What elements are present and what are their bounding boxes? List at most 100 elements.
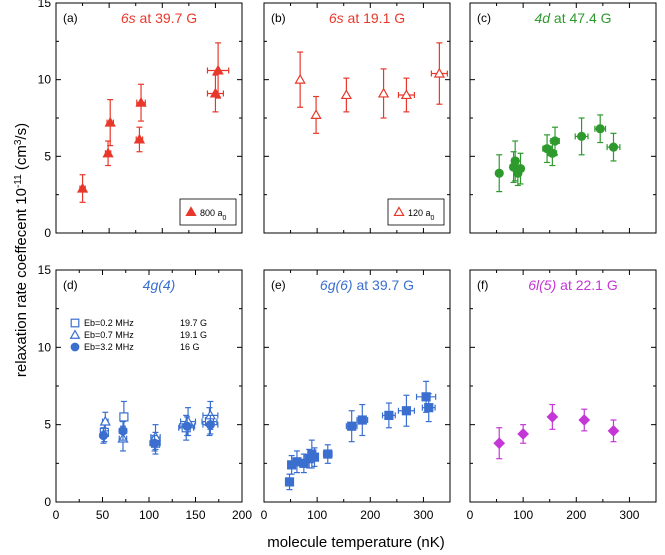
- data-point: [494, 168, 504, 178]
- y-tick-label: 0: [44, 495, 51, 509]
- legend-label-text: 120 a: [408, 208, 431, 218]
- panel-title-field: at 39.7 G: [136, 10, 197, 26]
- data-point: [340, 89, 353, 100]
- panel-title-field: at 22.1 G: [556, 277, 617, 293]
- panel-title: 6s at 19.1 G: [329, 10, 405, 26]
- data-point: [212, 64, 224, 75]
- data-point: [119, 412, 129, 422]
- panel-letter: (b): [271, 11, 286, 25]
- data-point: [493, 437, 506, 450]
- panel-title-field: at 19.1 G: [344, 10, 405, 26]
- x-tick-label: 100: [139, 508, 159, 522]
- data-point: [294, 73, 306, 84]
- panel-title-state: 6s: [121, 10, 136, 26]
- panel-title-state: 4g(4): [143, 277, 176, 293]
- legend-marker: [393, 206, 405, 217]
- y-tick-label: 10: [38, 340, 52, 354]
- x-tick-label: 0: [467, 508, 474, 522]
- y-tick-label: 5: [44, 418, 51, 432]
- legend-label: Eb=0.7 MHz: [84, 330, 134, 340]
- data-point: [99, 415, 111, 426]
- legend-marker: [185, 206, 197, 217]
- x-tick-label: 200: [566, 508, 586, 522]
- panel-e: 0 100 200 300 (e) 6g(6) at 39.7 G: [261, 269, 451, 522]
- data-point: [424, 403, 434, 413]
- data-point: [546, 411, 559, 423]
- data-point: [595, 124, 605, 134]
- data-point: [118, 426, 128, 436]
- data-point: [323, 449, 333, 459]
- legend-field: 19.1 G: [180, 330, 207, 340]
- legend-label-sub: 0: [223, 215, 227, 222]
- panel-letter: (e): [271, 278, 286, 292]
- panel-title: 6g(6) at 39.7 G: [320, 277, 414, 293]
- panel-title: 6s at 39.7 G: [121, 10, 197, 26]
- panel-c: (c) 4d at 47.4 G: [469, 2, 657, 234]
- x-tick-label: 300: [619, 508, 639, 522]
- legend-label-text: 800 a: [200, 208, 223, 218]
- x-tick-label: 100: [513, 508, 533, 522]
- panel-letter: (a): [63, 11, 78, 25]
- x-tick-label: 0: [261, 508, 268, 522]
- legend-marker: [70, 318, 80, 328]
- plot-frame: [55, 269, 243, 503]
- panel-title: 4g(4): [143, 277, 176, 293]
- data-point: [149, 438, 160, 448]
- y-tick-label: 0: [44, 226, 51, 240]
- panel-f: 0 100 200 300 (f) 6l(5) at 22.1 G: [467, 269, 657, 522]
- data-point: [98, 430, 109, 441]
- panel-b: (b) 6s at 19.1 G 120 a0: [263, 2, 451, 234]
- panel-title-field: at 39.7 G: [353, 277, 414, 293]
- data-point: [284, 477, 295, 487]
- data-point: [578, 414, 591, 426]
- legend-field: 19.7 G: [180, 318, 207, 328]
- y-tick-label: 5: [44, 149, 51, 163]
- panel-title-field: at 47.4 G: [550, 10, 611, 26]
- x-tick-label: 200: [360, 508, 380, 522]
- x-tick-label: 300: [413, 508, 433, 522]
- data-point: [607, 425, 620, 437]
- data-point: [433, 67, 446, 78]
- y-axis-title: relaxation rate coeffecent 10-11 (cm3/s): [13, 123, 31, 377]
- panel-title-state: 6l(5): [528, 277, 556, 293]
- data-point: [517, 428, 529, 440]
- plot-frame: [469, 2, 657, 234]
- data-point: [102, 147, 114, 158]
- data-point: [515, 164, 526, 174]
- legend-field: 16 G: [180, 342, 200, 352]
- legend-label: 800 a0: [200, 208, 227, 222]
- y-tick-label: 15: [38, 263, 52, 277]
- data-point: [400, 89, 413, 100]
- x-tick-label: 100: [307, 508, 327, 522]
- panel-letter: (d): [63, 278, 78, 292]
- data-point: [182, 421, 192, 431]
- panel-title: 6l(5) at 22.1 G: [528, 277, 618, 293]
- data-point: [401, 406, 412, 416]
- plot-frame: [263, 2, 451, 234]
- x-tick-label: 150: [185, 508, 205, 522]
- data-point: [135, 96, 147, 107]
- legend-label: Eb=3.2 MHz: [84, 342, 134, 352]
- x-tick-label: 0: [53, 508, 60, 522]
- data-point: [310, 109, 322, 119]
- panel-title-state: 6s: [329, 10, 344, 26]
- x-axis-title: molecule temperature (nK): [267, 534, 445, 551]
- panel-title: 4d at 47.4 G: [534, 10, 611, 26]
- panel-letter: (c): [477, 11, 491, 25]
- data-point: [576, 131, 587, 141]
- data-point: [377, 87, 390, 98]
- data-point: [104, 116, 116, 127]
- data-point: [205, 420, 215, 430]
- panel-d: 0 50 100 150 200 0 5 10 15 (d) 4g(4) Eb=0.2 MHz 19.7…: [38, 263, 253, 522]
- data-point: [133, 133, 146, 144]
- panel-title-state: 4d: [534, 10, 551, 26]
- panel-letter: (f): [477, 278, 488, 292]
- y-tick-label: 10: [38, 73, 52, 87]
- data-point: [384, 410, 394, 420]
- data-point: [299, 458, 309, 468]
- legend-label: 120 a0: [408, 208, 435, 222]
- plot-frame: [55, 2, 243, 234]
- data-point: [421, 392, 431, 402]
